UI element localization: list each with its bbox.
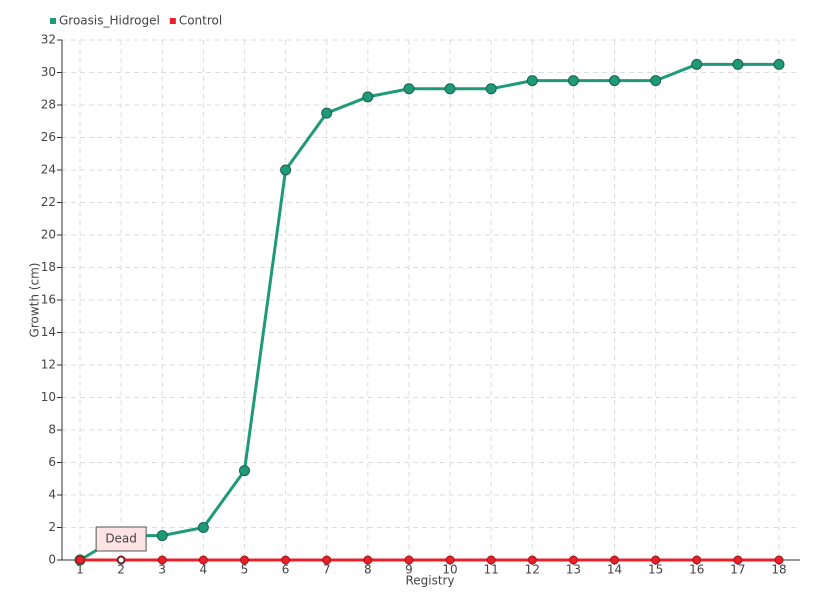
- y-tick-label: 2: [48, 520, 56, 534]
- y-tick-label: 6: [48, 455, 56, 469]
- data-point: [692, 555, 702, 565]
- data-point: [486, 555, 496, 565]
- x-tick-label: 4: [200, 563, 208, 577]
- y-tick-label: 14: [41, 325, 56, 339]
- x-tick-label: 12: [525, 563, 540, 577]
- data-point: [610, 555, 620, 565]
- legend-swatch: [169, 18, 176, 24]
- x-tick-label: 3: [158, 563, 166, 577]
- y-tick-label: 26: [41, 130, 56, 144]
- data-point: [445, 555, 455, 565]
- y-tick-label: 32: [41, 33, 56, 47]
- series-line: [79, 62, 779, 562]
- x-axis-label: Registry: [405, 574, 454, 588]
- x-tick-label: 10: [442, 563, 457, 577]
- x-tick-label: 9: [405, 563, 413, 577]
- annotation: Dead: [95, 526, 147, 564]
- data-point: [732, 58, 744, 70]
- y-tick-label: 8: [48, 423, 56, 437]
- legend-swatch: [50, 18, 56, 24]
- data-point: [568, 555, 578, 565]
- x-tick-label: 16: [689, 563, 704, 577]
- y-tick-label: 30: [41, 65, 56, 79]
- data-point: [403, 83, 415, 95]
- x-tick-label: 6: [282, 563, 290, 577]
- data-point: [238, 465, 250, 477]
- x-tick-label: 8: [364, 563, 372, 577]
- data-point: [609, 75, 621, 87]
- data-point: [444, 83, 456, 95]
- y-tick-label: 20: [41, 228, 56, 242]
- data-point: [281, 555, 291, 565]
- x-tick-label: 15: [648, 563, 663, 577]
- x-tick-label: 18: [771, 563, 786, 577]
- y-tick-label: 22: [41, 195, 56, 209]
- x-tick-label: 11: [484, 563, 499, 577]
- x-tick-label: 14: [607, 563, 622, 577]
- y-tick-label: 12: [41, 358, 56, 372]
- data-point: [157, 555, 167, 565]
- data-point: [156, 530, 168, 542]
- x-tick-label: 1: [76, 563, 84, 577]
- data-point: [321, 107, 333, 119]
- data-point: [773, 58, 785, 70]
- data-point: [363, 555, 373, 565]
- legend-label: Control: [179, 14, 222, 28]
- y-tick-label: 24: [41, 163, 56, 177]
- x-tick-label: 7: [323, 563, 331, 577]
- data-point: [75, 555, 85, 565]
- y-tick-label: 10: [41, 390, 56, 404]
- data-point: [362, 91, 374, 103]
- data-point: [650, 75, 662, 87]
- data-point: [404, 555, 414, 565]
- data-point: [198, 555, 208, 565]
- data-point: [774, 555, 784, 565]
- data-point: [280, 164, 292, 176]
- y-tick-label: 18: [41, 260, 56, 274]
- x-tick-label: 13: [566, 563, 581, 577]
- y-axis-label: Growth (cm): [28, 263, 42, 338]
- y-tick-label: 0: [48, 553, 56, 567]
- annotation-box: [95, 526, 147, 552]
- x-tick-label: 17: [730, 563, 745, 577]
- data-point: [691, 58, 703, 70]
- x-tick-label: 5: [241, 563, 249, 577]
- x-tick-label: 2: [117, 563, 125, 577]
- y-tick-label: 4: [48, 488, 56, 502]
- data-point: [567, 75, 579, 87]
- data-point: [322, 555, 332, 565]
- annotation-marker: [117, 556, 125, 564]
- data-point: [651, 555, 661, 565]
- legend-label: Groasis_Hidrogel: [59, 14, 160, 28]
- data-point: [527, 555, 537, 565]
- data-point: [733, 555, 743, 565]
- annotation-text: Dead: [105, 532, 137, 546]
- data-point: [197, 522, 209, 533]
- data-point: [526, 75, 538, 87]
- y-tick-label: 16: [41, 293, 56, 307]
- data-point: [239, 555, 249, 565]
- data-point: [485, 83, 497, 95]
- y-tick-label: 28: [41, 98, 56, 112]
